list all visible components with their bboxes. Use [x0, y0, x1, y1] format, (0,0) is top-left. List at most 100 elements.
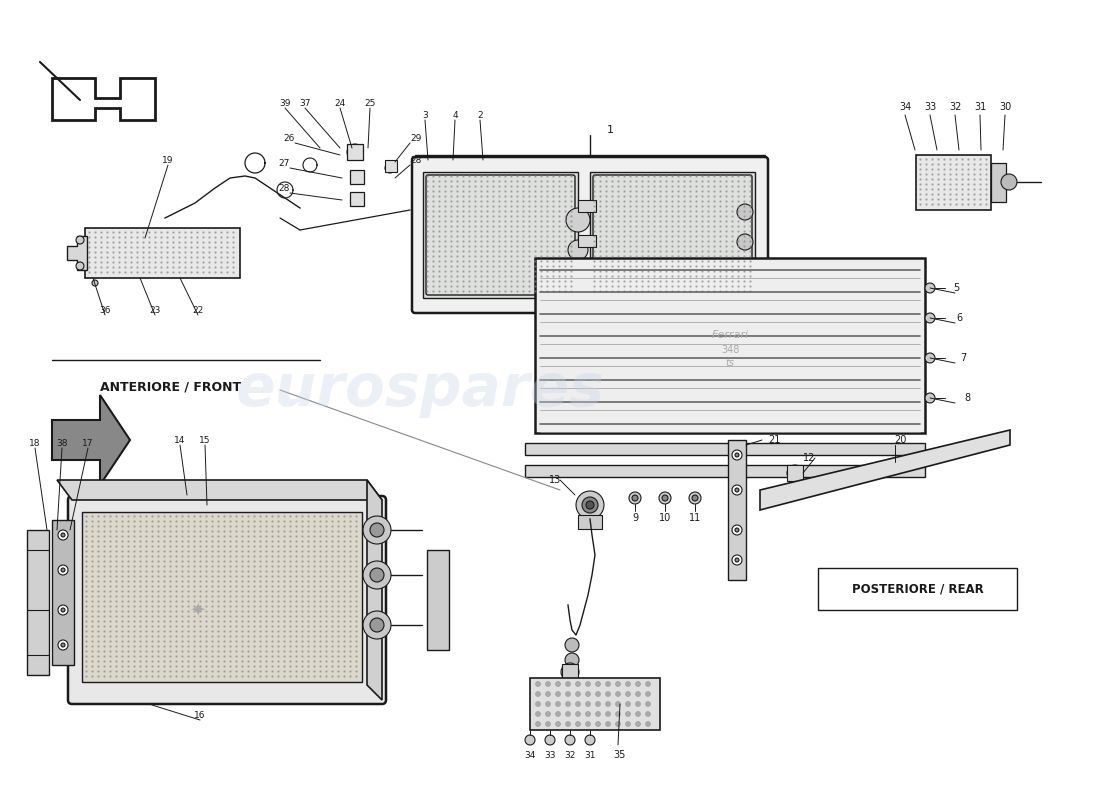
Text: 6: 6	[956, 313, 962, 323]
Circle shape	[370, 523, 384, 537]
Circle shape	[925, 313, 935, 323]
Bar	[424, 172, 578, 298]
Circle shape	[737, 264, 754, 280]
Text: 36: 36	[99, 306, 111, 315]
Circle shape	[636, 722, 640, 726]
Circle shape	[732, 450, 742, 460]
Bar	[427, 550, 449, 650]
Text: 24: 24	[334, 99, 345, 108]
Circle shape	[58, 565, 68, 575]
Circle shape	[352, 172, 364, 184]
Bar	[578, 200, 596, 212]
Circle shape	[925, 393, 935, 403]
Text: 12: 12	[803, 453, 815, 463]
Circle shape	[556, 702, 561, 706]
Polygon shape	[52, 395, 130, 485]
Circle shape	[58, 605, 68, 615]
Circle shape	[925, 353, 935, 363]
Text: 28: 28	[410, 156, 421, 165]
Circle shape	[546, 691, 550, 697]
Text: ✦: ✦	[189, 601, 206, 619]
Circle shape	[732, 555, 742, 565]
Circle shape	[595, 691, 601, 697]
Bar	[82, 512, 362, 682]
Circle shape	[626, 691, 630, 697]
Text: 11: 11	[689, 513, 701, 523]
Bar	[28, 530, 50, 675]
Circle shape	[60, 608, 65, 612]
Circle shape	[561, 663, 579, 681]
Circle shape	[575, 682, 581, 686]
Circle shape	[616, 722, 620, 726]
Circle shape	[546, 682, 550, 686]
Circle shape	[737, 234, 754, 250]
Text: 38: 38	[56, 439, 68, 448]
Bar	[590, 172, 755, 298]
Circle shape	[735, 528, 739, 532]
Bar	[562, 664, 578, 680]
Circle shape	[385, 163, 395, 173]
Circle shape	[586, 501, 594, 509]
Text: 34: 34	[899, 102, 911, 112]
Circle shape	[585, 711, 591, 717]
Bar	[916, 155, 991, 210]
Circle shape	[565, 691, 571, 697]
Circle shape	[92, 280, 98, 286]
Text: 31: 31	[584, 750, 596, 759]
Circle shape	[565, 711, 571, 717]
Text: 32: 32	[564, 750, 575, 759]
Circle shape	[636, 702, 640, 706]
Circle shape	[626, 722, 630, 726]
Circle shape	[565, 653, 579, 667]
Circle shape	[646, 711, 650, 717]
Circle shape	[636, 691, 640, 697]
Text: 28: 28	[278, 184, 290, 193]
Circle shape	[556, 691, 561, 697]
Circle shape	[58, 640, 68, 650]
Circle shape	[544, 735, 556, 745]
Text: Ferrari: Ferrari	[712, 330, 749, 340]
Circle shape	[737, 204, 754, 220]
Circle shape	[605, 722, 610, 726]
Circle shape	[566, 208, 590, 232]
Text: 22: 22	[192, 306, 204, 315]
Circle shape	[605, 691, 610, 697]
Bar	[52, 520, 74, 665]
Circle shape	[76, 236, 84, 244]
Text: 5: 5	[953, 283, 959, 293]
Circle shape	[556, 722, 561, 726]
Circle shape	[786, 465, 803, 481]
Circle shape	[76, 262, 84, 270]
Text: 32: 32	[949, 102, 961, 112]
Circle shape	[536, 691, 540, 697]
Text: 29: 29	[410, 134, 421, 143]
Text: 3: 3	[422, 111, 428, 120]
Circle shape	[692, 495, 698, 501]
Circle shape	[616, 702, 620, 706]
Text: 35: 35	[614, 750, 626, 760]
Circle shape	[632, 495, 638, 501]
Text: 34: 34	[525, 750, 536, 759]
Text: 16: 16	[195, 711, 206, 720]
Circle shape	[546, 722, 550, 726]
Text: 20: 20	[894, 435, 906, 445]
Text: 26: 26	[284, 134, 295, 143]
Polygon shape	[67, 236, 87, 270]
Circle shape	[585, 682, 591, 686]
Circle shape	[536, 722, 540, 726]
Bar	[991, 163, 1006, 202]
Circle shape	[568, 240, 588, 260]
Circle shape	[536, 711, 540, 717]
Polygon shape	[57, 480, 382, 500]
Circle shape	[605, 682, 610, 686]
Circle shape	[352, 194, 364, 206]
Circle shape	[575, 702, 581, 706]
Circle shape	[363, 611, 390, 639]
Polygon shape	[52, 78, 155, 120]
Text: 30: 30	[999, 102, 1011, 112]
Circle shape	[363, 561, 390, 589]
Bar	[350, 192, 364, 206]
Text: 15: 15	[199, 436, 211, 445]
Circle shape	[60, 568, 65, 572]
Circle shape	[60, 533, 65, 537]
